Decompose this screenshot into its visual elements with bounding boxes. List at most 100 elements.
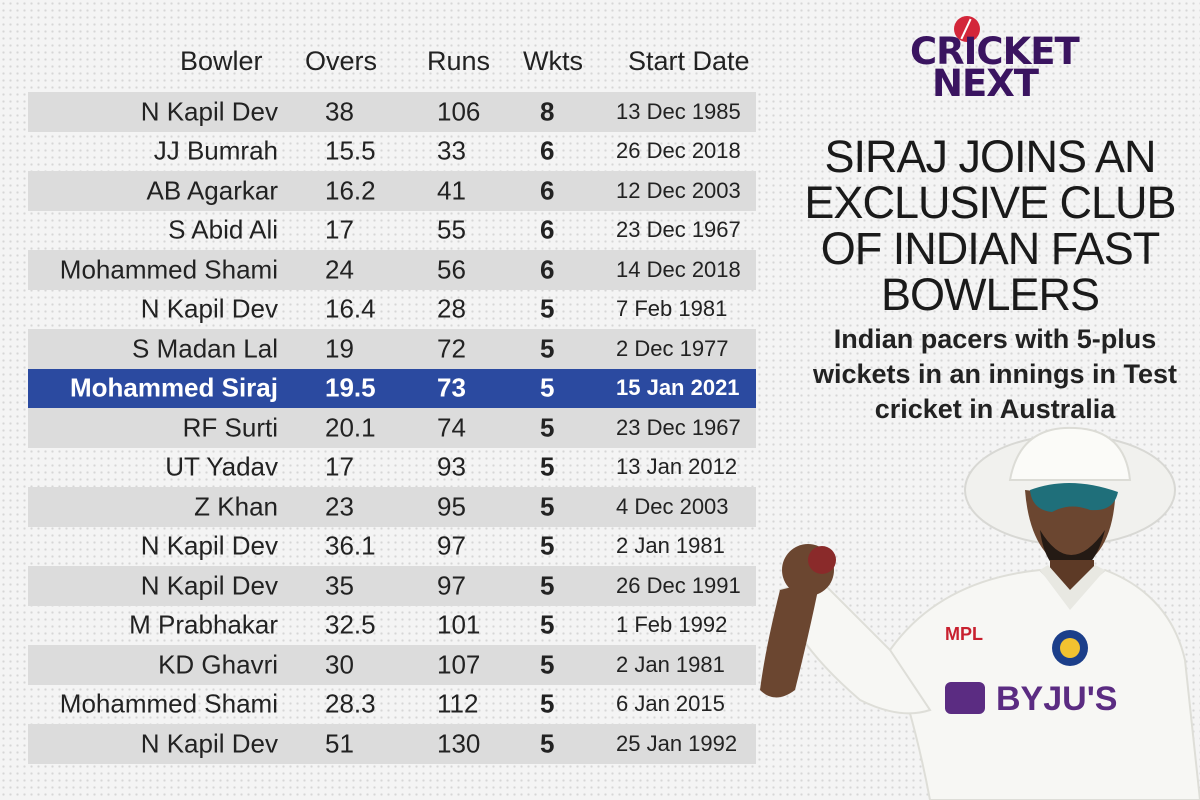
cell-overs: 17 [325,214,354,245]
cell-wkts: 5 [540,451,555,482]
cell-start-date: 25 Jan 1992 [616,730,738,756]
cell-wkts: 5 [540,293,555,324]
cell-bowler: Mohammed Shami [59,688,278,719]
cell-overs: 16.2 [325,175,376,206]
table-row-highlighted: Mohammed Siraj 19.5 73 5 15 Jan 2021 [28,368,756,408]
table-row: KD Ghavri 30 107 5 2 Jan 1981 [28,645,756,685]
cell-bowler: N Kapil Dev [140,530,278,561]
cell-overs: 17 [325,451,354,482]
table-row: AB Agarkar 16.2 41 6 12 Dec 2003 [28,171,756,211]
table-row: N Kapil Dev 35 97 5 26 Dec 1991 [28,566,756,606]
table-row: JJ Bumrah 15.5 33 6 26 Dec 2018 [28,132,756,172]
cell-overs: 32.5 [325,609,376,640]
table-row: Mohammed Shami 24 56 6 14 Dec 2018 [28,250,756,290]
cell-runs: 101 [437,609,481,640]
headline: SIRAJ JOINS AN EXCLUSIVE CLUB OF INDIAN … [804,131,1176,320]
cell-wkts: 5 [540,491,555,522]
cell-overs: 38 [325,96,354,127]
cell-wkts: 6 [540,175,555,206]
cell-start-date: 12 Dec 2003 [616,177,741,203]
cell-bowler: UT Yadav [165,451,278,482]
stats-table: Bowler Overs Runs Wkts Start Date N Kapi… [28,40,756,764]
cell-start-date: 6 Jan 2015 [616,691,725,717]
logo-line-2: NEXT [932,62,1039,105]
cell-start-date: 26 Dec 1991 [616,572,741,598]
cell-runs: 97 [437,530,466,561]
cell-runs: 55 [437,214,466,245]
table-row: Mohammed Shami 28.3 112 5 6 Jan 2015 [28,685,756,725]
cell-runs: 33 [437,135,466,166]
cell-bowler: Mohammed Siraj [69,372,278,403]
cell-runs: 112 [437,688,479,719]
cell-wkts: 6 [540,135,555,166]
header-bowler: Bowler [180,46,263,76]
cell-runs: 72 [437,333,466,364]
cell-start-date: 13 Dec 1985 [616,98,741,124]
table-row: S Abid Ali 17 55 6 23 Dec 1967 [28,211,756,251]
cell-runs: 73 [437,372,466,403]
cell-wkts: 5 [540,570,555,601]
table-row: UT Yadav 17 93 5 13 Jan 2012 [28,448,756,488]
cell-wkts: 8 [540,96,555,127]
cell-overs: 35 [325,570,354,601]
svg-text:MPL: MPL [945,624,983,644]
cell-bowler: Mohammed Shami [59,254,278,285]
table-row: N Kapil Dev 38 106 8 13 Dec 1985 [28,92,756,132]
table-row: S Madan Lal 19 72 5 2 Dec 1977 [28,329,756,369]
table-row: N Kapil Dev 36.1 97 5 2 Jan 1981 [28,527,756,567]
cell-bowler: N Kapil Dev [140,96,278,127]
cell-runs: 130 [437,728,481,759]
cell-start-date: 23 Dec 1967 [616,414,741,440]
cell-start-date: 15 Jan 2021 [616,375,740,401]
cell-wkts: 5 [540,412,555,443]
cell-bowler: RF Surti [182,412,278,443]
cell-wkts: 6 [540,214,555,245]
cell-overs: 23 [325,491,354,522]
cell-start-date: 2 Dec 1977 [616,335,729,361]
cell-runs: 56 [437,254,466,285]
table-row: N Kapil Dev 51 130 5 25 Jan 1992 [28,724,756,764]
cell-bowler: JJ Bumrah [153,135,278,166]
cell-overs: 19.5 [325,372,376,403]
header-overs: Overs [305,46,378,76]
cell-bowler: M Prabhakar [129,609,278,640]
cell-bowler: N Kapil Dev [140,570,278,601]
cell-overs: 24 [325,254,354,285]
header-runs: Runs [427,46,491,76]
cell-overs: 16.4 [325,293,376,324]
cell-overs: 15.5 [325,135,376,166]
logo-line-1: CRICKET [910,30,1080,73]
header-start-date: Start Date [628,46,750,76]
cell-overs: 51 [325,728,354,759]
cell-start-date: 7 Feb 1981 [616,296,728,322]
cell-bowler: S Abid Ali [168,214,278,245]
cell-wkts: 5 [540,728,555,759]
cell-start-date: 1 Feb 1992 [616,612,728,638]
cell-bowler: S Madan Lal [132,333,278,364]
cell-runs: 97 [437,570,466,601]
cell-runs: 74 [437,412,466,443]
cricketnext-logo: CRICKET NEXT [908,12,1080,105]
cell-overs: 28.3 [325,688,376,719]
cell-wkts: 5 [540,609,555,640]
table-body: N Kapil Dev 38 106 8 13 Dec 1985 JJ Bumrah 15.… [28,92,756,764]
svg-text:BYJU'S: BYJU'S [996,680,1117,718]
cell-start-date: 2 Jan 1981 [616,533,725,559]
cell-start-date: 23 Dec 1967 [616,217,741,243]
cell-start-date: 26 Dec 2018 [616,138,741,164]
player-photo: BYJU'S MPL [760,426,1200,800]
subheadline: Indian pacers with 5-plus wickets in an … [812,324,1178,424]
cell-bowler: Z Khan [194,491,278,522]
cell-start-date: 2 Jan 1981 [616,651,725,677]
table-row: N Kapil Dev 16.4 28 5 7 Feb 1981 [28,290,756,330]
cell-runs: 107 [437,649,481,680]
cell-overs: 36.1 [325,530,376,561]
cell-overs: 19 [325,333,354,364]
cell-runs: 106 [437,96,481,127]
header-wkts: Wkts [523,46,583,76]
cell-start-date: 14 Dec 2018 [616,256,741,282]
cell-bowler: KD Ghavri [158,649,278,680]
cell-runs: 41 [437,175,466,206]
table-row: Z Khan 23 95 5 4 Dec 2003 [28,487,756,527]
table-row: RF Surti 20.1 74 5 23 Dec 1967 [28,408,756,448]
